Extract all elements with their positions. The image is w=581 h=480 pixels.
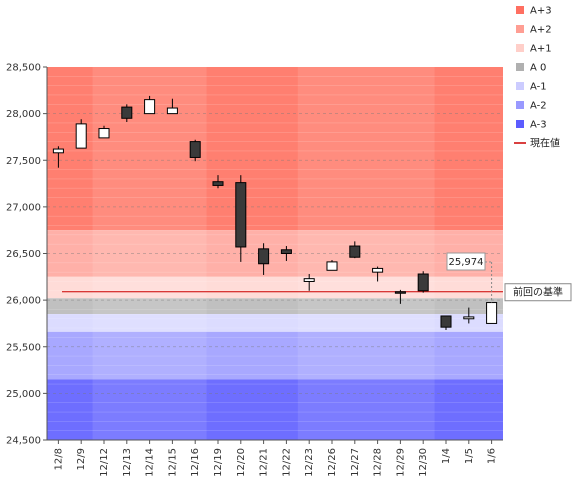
current-value-callout: 25,974 — [446, 252, 493, 303]
x-tick-label: 12/30 — [418, 448, 429, 477]
legend-label: A+2 — [530, 25, 552, 36]
candle-body — [349, 245, 361, 258]
y-tick-label: 24,500 — [6, 436, 41, 447]
x-tick-label: 1/5 — [464, 448, 475, 464]
y-axis-ticks: 24,500 25,000 25,500 26,000 26,500 27,000 27,5… — [6, 63, 47, 447]
previous-base-line: 前回の基準 — [62, 283, 572, 302]
candle-body — [121, 106, 133, 119]
y-tick-label: 27,000 — [6, 202, 41, 213]
y-tick-label: 28,500 — [6, 63, 41, 74]
legend-label: A 0 — [530, 63, 546, 74]
zone-band — [47, 331, 503, 380]
zone-band — [47, 67, 503, 231]
legend-label: A-1 — [530, 82, 547, 93]
candle-body — [440, 315, 452, 328]
x-tick-label: 12/27 — [350, 448, 361, 477]
candle-body — [166, 107, 178, 115]
x-tick-label: 1/6 — [487, 448, 498, 464]
legend-swatch — [516, 25, 524, 33]
candle-body — [75, 123, 87, 149]
y-tick-label: 26,500 — [6, 249, 41, 260]
current-value-box — [446, 252, 486, 271]
current-value-label: 25,974 — [449, 257, 484, 268]
candle-body — [463, 316, 475, 320]
candle-body — [417, 273, 429, 292]
x-tick-label: 12/21 — [259, 448, 270, 477]
legend-swatch — [516, 120, 524, 128]
zone-bands — [47, 67, 503, 440]
x-tick-label: 12/16 — [190, 448, 201, 477]
candles — [52, 95, 498, 330]
legend-swatch — [516, 6, 524, 14]
x-tick-label: 1/4 — [441, 448, 452, 464]
zone-band — [47, 379, 503, 440]
candle-body — [280, 249, 292, 255]
zone-band — [47, 298, 503, 315]
x-tick-label: 12/20 — [236, 448, 247, 477]
y-tick-label: 25,500 — [6, 342, 41, 353]
candle-body — [144, 99, 156, 115]
x-tick-label: 12/8 — [53, 448, 64, 470]
y-tick-label: 28,000 — [6, 109, 41, 120]
legend-label: A+3 — [530, 6, 552, 17]
x-tick-label: 12/28 — [373, 448, 384, 477]
x-tick-label: 12/15 — [167, 448, 178, 477]
legend-label: A-3 — [530, 120, 547, 131]
legend-label: A-2 — [530, 101, 547, 112]
candle-body — [486, 302, 498, 324]
x-tick-label: 12/9 — [76, 448, 87, 470]
x-tick-label: 12/29 — [395, 448, 406, 477]
candle-body — [235, 182, 247, 248]
candle-body — [303, 278, 315, 282]
candle-body — [189, 141, 201, 158]
y-tick-label: 25,000 — [6, 389, 41, 400]
candle-body — [52, 148, 64, 154]
x-tick-label: 12/23 — [304, 448, 315, 477]
x-tick-label: 12/13 — [122, 448, 133, 477]
legend-swatch — [516, 44, 524, 52]
candle-body — [98, 128, 110, 139]
legend-label: A+1 — [530, 44, 552, 55]
candle-body — [258, 248, 270, 265]
legend-swatch — [516, 101, 524, 109]
legend: A+3 A+2 A+1 A 0 A-1 A-2 A-3 現在値 — [514, 6, 560, 150]
x-tick-label: 12/12 — [99, 448, 110, 477]
candle-body — [326, 261, 338, 271]
x-tick-label: 12/26 — [327, 448, 338, 477]
legend-swatch — [516, 63, 524, 71]
candle-body — [394, 291, 406, 294]
x-tick-label: 12/22 — [281, 448, 292, 477]
x-axis-ticks: 12/8 12/9 12/12 12/13 12/14 12/15 12/16 12/19 12… — [53, 440, 498, 477]
x-tick-label: 12/19 — [213, 448, 224, 477]
candle-body — [212, 181, 224, 186]
y-tick-label: 26,000 — [6, 296, 41, 307]
legend-label: 現在値 — [530, 137, 560, 150]
zone-band — [47, 276, 503, 299]
previous-base-label: 前回の基準 — [513, 286, 563, 299]
zone-band — [47, 314, 503, 332]
legend-swatch — [516, 82, 524, 90]
y-tick-label: 27,500 — [6, 156, 41, 167]
x-tick-label: 12/14 — [145, 448, 156, 477]
previous-base-box — [504, 283, 572, 302]
candle-body — [372, 267, 384, 273]
